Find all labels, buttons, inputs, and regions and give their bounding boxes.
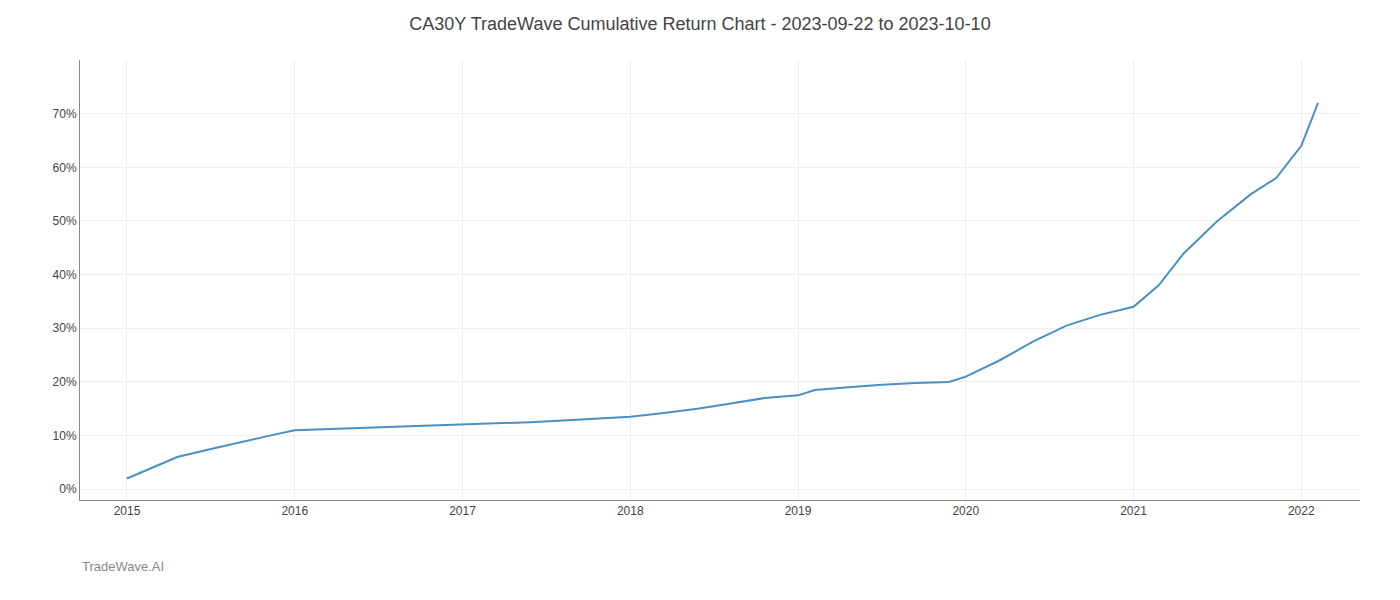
svg-text:TradeWave.AI: TradeWave.AI bbox=[82, 559, 164, 574]
svg-text:2015: 2015 bbox=[114, 504, 141, 518]
svg-text:2017: 2017 bbox=[449, 504, 476, 518]
svg-text:2019: 2019 bbox=[785, 504, 812, 518]
svg-text:20%: 20% bbox=[53, 375, 77, 389]
svg-text:2020: 2020 bbox=[952, 504, 979, 518]
svg-text:CA30Y TradeWave Cumulative Ret: CA30Y TradeWave Cumulative Return Chart … bbox=[409, 14, 990, 34]
svg-text:2018: 2018 bbox=[617, 504, 644, 518]
svg-text:50%: 50% bbox=[53, 214, 77, 228]
svg-text:2016: 2016 bbox=[281, 504, 308, 518]
svg-text:30%: 30% bbox=[53, 321, 77, 335]
svg-text:2022: 2022 bbox=[1288, 504, 1315, 518]
svg-text:60%: 60% bbox=[53, 161, 77, 175]
svg-text:0%: 0% bbox=[59, 482, 77, 496]
svg-text:10%: 10% bbox=[53, 429, 77, 443]
svg-text:40%: 40% bbox=[53, 268, 77, 282]
svg-text:2021: 2021 bbox=[1120, 504, 1147, 518]
svg-text:70%: 70% bbox=[53, 107, 77, 121]
